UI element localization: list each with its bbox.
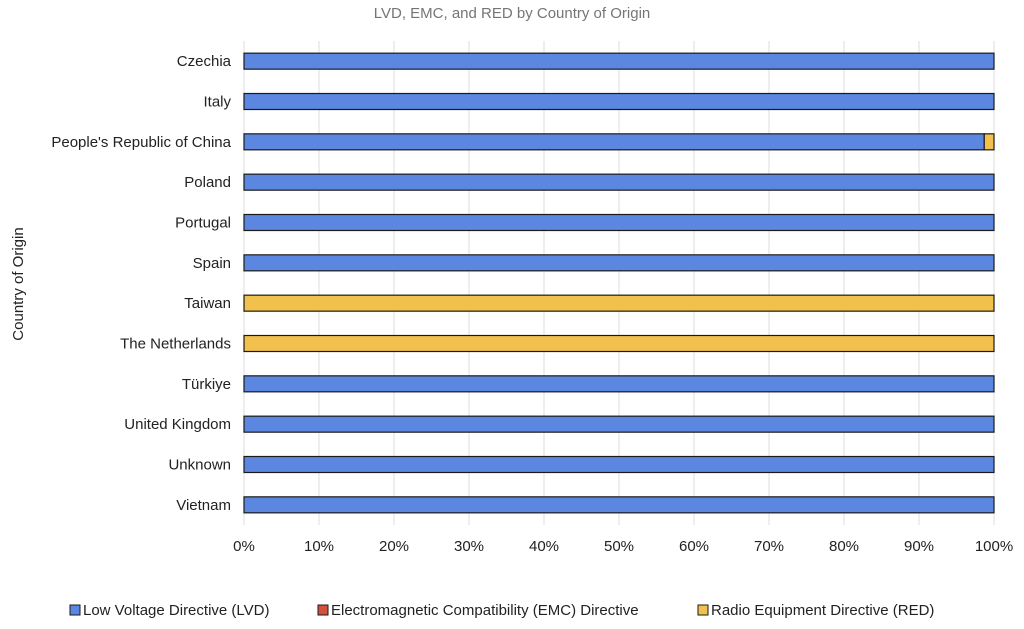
bar-segment-series-0-spain	[243, 254, 995, 272]
bar-segment-series-0-vietnam	[243, 496, 995, 514]
x-tick-label: 30%	[454, 538, 484, 555]
category-label: Unknown	[168, 457, 231, 474]
x-tick-label: 10%	[304, 538, 334, 555]
y-axis-label: Country of Origin	[10, 227, 27, 340]
category-label: United Kingdom	[124, 416, 231, 433]
legend: Low Voltage Directive (LVD) Electromagnet…	[69, 602, 934, 619]
x-tick-labels: 0% 10% 20% 30% 40% 50% 60% 70% 80% 90% 100%	[233, 538, 1013, 555]
category-label: The Netherlands	[120, 336, 231, 353]
category-label: People's Republic of China	[51, 134, 231, 151]
category-label: Türkiye	[182, 376, 231, 393]
x-tick-label: 100%	[975, 538, 1013, 555]
x-tick-label: 0%	[233, 538, 255, 555]
x-tick-label: 60%	[679, 538, 709, 555]
bar-segment-series-2-the-netherlands	[243, 334, 995, 353]
bar-segment-series-0-portugal	[243, 213, 995, 232]
bar-segment-series-0-people-s-republic-of-china	[243, 133, 985, 151]
category-label: Poland	[184, 174, 231, 191]
bar-segment-series-0-czechia	[243, 52, 995, 70]
legend-swatch	[697, 604, 709, 616]
bar-segment-series-0-t-rkiye	[243, 375, 995, 393]
category-label: Taiwan	[184, 295, 231, 312]
category-label: Portugal	[175, 215, 231, 232]
legend-label: Electromagnetic Compatibility (EMC) Dire…	[331, 602, 639, 619]
category-label: Czechia	[177, 53, 232, 70]
category-label: Spain	[193, 255, 231, 272]
bar-segment-series-0-united-kingdom	[243, 415, 995, 433]
bar-segment-series-0-poland	[243, 173, 995, 191]
x-tick-label: 50%	[604, 538, 634, 555]
x-tick-label: 90%	[904, 538, 934, 555]
bar-segment-series-0-italy	[243, 92, 995, 111]
x-tick-label: 80%	[829, 538, 859, 555]
bars-layer	[243, 52, 995, 514]
x-tick-label: 70%	[754, 538, 784, 555]
bar-segment-series-2-taiwan	[243, 294, 995, 312]
legend-swatch	[317, 604, 329, 616]
category-label: Italy	[203, 94, 231, 111]
bar-segment-series-0-unknown	[243, 455, 995, 474]
chart-title: LVD, EMC, and RED by Country of Origin	[374, 5, 651, 22]
category-label: Vietnam	[176, 497, 231, 514]
legend-swatch	[69, 604, 81, 616]
grid-layer	[243, 41, 995, 525]
x-tick-label: 40%	[529, 538, 559, 555]
x-tick-label: 20%	[379, 538, 409, 555]
legend-label: Radio Equipment Directive (RED)	[711, 602, 934, 619]
bar-segment-series-2-people-s-republic-of-china	[983, 133, 995, 151]
legend-label: Low Voltage Directive (LVD)	[83, 602, 269, 619]
category-labels: Czechia Italy People's Republic of China Po…	[51, 53, 231, 514]
